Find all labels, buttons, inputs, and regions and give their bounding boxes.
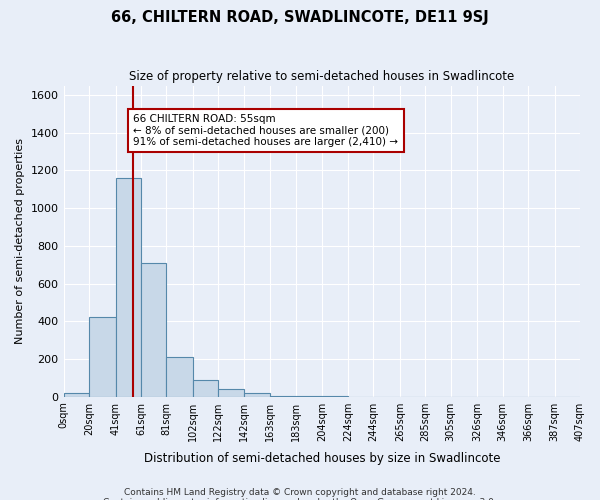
Bar	[218, 389, 244, 396]
Bar	[141, 263, 166, 396]
Text: Contains HM Land Registry data © Crown copyright and database right 2024.: Contains HM Land Registry data © Crown c…	[124, 488, 476, 497]
Text: 66 CHILTERN ROAD: 55sqm
← 8% of semi-detached houses are smaller (200)
91% of se: 66 CHILTERN ROAD: 55sqm ← 8% of semi-det…	[133, 114, 398, 147]
Title: Size of property relative to semi-detached houses in Swadlincote: Size of property relative to semi-detach…	[129, 70, 514, 83]
Bar	[166, 357, 193, 397]
Bar	[89, 318, 116, 396]
Bar	[64, 393, 89, 396]
X-axis label: Distribution of semi-detached houses by size in Swadlincote: Distribution of semi-detached houses by …	[143, 452, 500, 465]
Bar	[116, 178, 141, 396]
Text: Contains public sector information licensed under the Open Government Licence v3: Contains public sector information licen…	[103, 498, 497, 500]
Y-axis label: Number of semi-detached properties: Number of semi-detached properties	[15, 138, 25, 344]
Bar	[244, 393, 271, 396]
Text: 66, CHILTERN ROAD, SWADLINCOTE, DE11 9SJ: 66, CHILTERN ROAD, SWADLINCOTE, DE11 9SJ	[111, 10, 489, 25]
Bar	[193, 380, 218, 396]
